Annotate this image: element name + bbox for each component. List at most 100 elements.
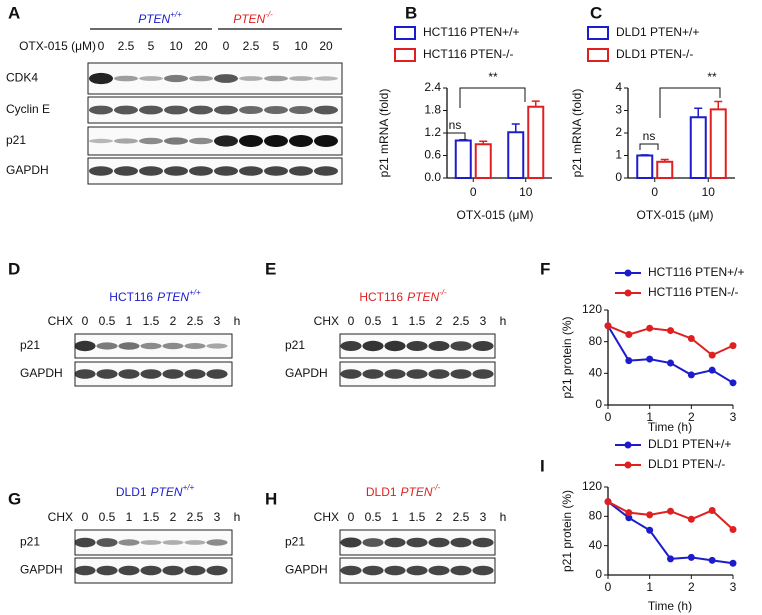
panel-label: F [540,259,550,278]
band [239,76,263,81]
x-tick-label: 10 [702,185,716,199]
legend-swatch [587,26,609,40]
band [140,565,162,576]
lane-label: 0 [348,510,355,524]
band [362,538,384,547]
point [646,511,654,519]
row-label: p21 [285,338,305,352]
row-label: p21 [6,133,26,147]
row-label: GAPDH [285,563,328,577]
band [96,342,118,350]
lane-label: 0 [98,39,105,53]
x-axis-label: Time (h) [648,420,692,434]
band [118,565,140,576]
cell-line: HCT116 [359,290,403,304]
lane-label: 0.5 [99,510,116,524]
band [428,565,450,576]
x-tick-label: 0 [470,185,477,199]
x-tick-label: 10 [519,185,533,199]
lane-label: 2.5 [453,314,470,328]
bracket [446,132,466,140]
bar [454,139,472,179]
gene: PTEN [157,290,189,304]
y-tick-label: 80 [589,334,603,348]
band [214,166,238,176]
band [214,135,238,147]
bar [709,108,727,179]
band [74,340,96,352]
legend-label: DLD1 PTEN+/+ [616,25,699,39]
band [89,105,113,115]
treatment-label: CHX [314,510,339,524]
error-bar [531,100,540,107]
lane-label: 2.5 [118,39,135,53]
lane-label: 3 [480,510,487,524]
annotation: ** [488,70,498,84]
x-tick-label: 3 [730,410,737,424]
x-tick-label: 2 [688,580,695,594]
point [708,506,716,514]
band [289,166,313,176]
lane-label: 3 [480,314,487,328]
point [687,371,695,379]
band [264,166,288,176]
band [450,369,472,379]
annotation: ns [449,118,462,132]
band [118,342,140,350]
band [206,539,228,546]
y-tick-label: 40 [589,538,603,552]
unit-label: h [500,510,507,524]
legend-label: DLD1 PTEN+/+ [648,437,731,451]
band [406,369,428,379]
legend-label: HCT116 PTEN-/- [423,47,513,61]
lane-label: 1.5 [409,510,426,524]
gene: PTEN [407,290,439,304]
band [114,75,138,82]
band [406,537,428,548]
band [314,135,338,147]
row-label: GAPDH [285,366,328,380]
lane-label: 2 [170,510,177,524]
blot-title: HCT116 PTEN+/+ [109,288,201,304]
legend-marker [624,441,632,449]
lane-label: 2.5 [187,510,204,524]
x-tick-label: 1 [646,580,653,594]
row-label: Cyclin E [6,102,50,116]
y-axis-label: p21 mRNA (fold) [377,89,391,178]
band [89,138,113,144]
panel-label: D [8,259,20,278]
lane-label: 0 [348,314,355,328]
legend-label: HCT116 PTEN+/+ [648,265,744,279]
panel-label: B [405,3,417,22]
point [667,555,674,563]
band [340,565,362,576]
band [428,341,450,351]
bar [474,143,492,179]
band [314,76,338,81]
band [139,137,163,145]
point [729,526,737,534]
band [362,340,384,352]
unit-label: h [234,510,241,524]
lane-label: 5 [148,39,155,53]
x-tick-label: 0 [651,185,658,199]
point [729,379,737,387]
panel-label: E [265,259,276,278]
legend-label: HCT116 PTEN+/+ [423,25,519,39]
annotation: ns [643,129,656,143]
band [96,369,118,379]
band [184,540,206,545]
band [206,565,228,576]
lane-label: 2 [436,314,443,328]
lane-label: 2.5 [187,314,204,328]
band [189,105,213,115]
band [164,166,188,176]
error-bar [660,158,669,162]
bracket [639,143,659,150]
y-tick-label: 0 [595,567,602,581]
band [114,166,138,176]
y-tick-label: 4 [615,80,622,94]
band [118,539,140,546]
y-axis-label: p21 mRNA (fold) [570,89,584,178]
point [625,357,633,365]
